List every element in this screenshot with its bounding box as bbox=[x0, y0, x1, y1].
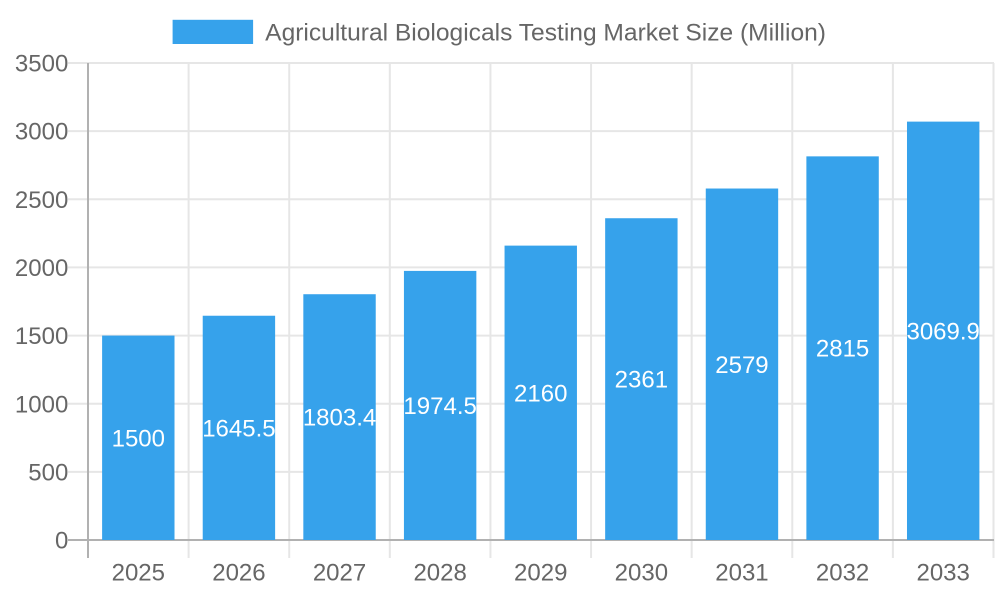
svg-text:2027: 2027 bbox=[313, 560, 366, 587]
svg-text:2028: 2028 bbox=[413, 560, 466, 587]
svg-text:2579: 2579 bbox=[715, 352, 768, 379]
svg-text:3500: 3500 bbox=[15, 51, 68, 78]
svg-text:2815: 2815 bbox=[816, 336, 869, 363]
svg-text:2026: 2026 bbox=[212, 560, 265, 587]
svg-text:1803.4: 1803.4 bbox=[303, 405, 376, 432]
svg-text:3069.9: 3069.9 bbox=[906, 318, 979, 345]
svg-text:1000: 1000 bbox=[15, 391, 68, 418]
svg-text:2033: 2033 bbox=[916, 560, 969, 587]
svg-text:3000: 3000 bbox=[15, 119, 68, 146]
svg-text:1500: 1500 bbox=[112, 425, 165, 452]
svg-text:1974.5: 1974.5 bbox=[403, 393, 476, 420]
svg-text:1645.5: 1645.5 bbox=[202, 415, 275, 442]
svg-text:2025: 2025 bbox=[112, 560, 165, 587]
svg-text:2000: 2000 bbox=[15, 255, 68, 282]
svg-text:500: 500 bbox=[28, 459, 68, 486]
svg-text:0: 0 bbox=[55, 528, 68, 555]
svg-text:2032: 2032 bbox=[816, 560, 869, 587]
svg-text:2500: 2500 bbox=[15, 187, 68, 214]
svg-text:2160: 2160 bbox=[514, 380, 567, 407]
svg-text:2361: 2361 bbox=[615, 367, 668, 394]
svg-text:1500: 1500 bbox=[15, 323, 68, 350]
svg-text:2030: 2030 bbox=[615, 560, 668, 587]
svg-text:2029: 2029 bbox=[514, 560, 567, 587]
svg-text:Agricultural Biologicals Testi: Agricultural Biologicals Testing Market … bbox=[265, 19, 826, 46]
svg-text:2031: 2031 bbox=[715, 560, 768, 587]
